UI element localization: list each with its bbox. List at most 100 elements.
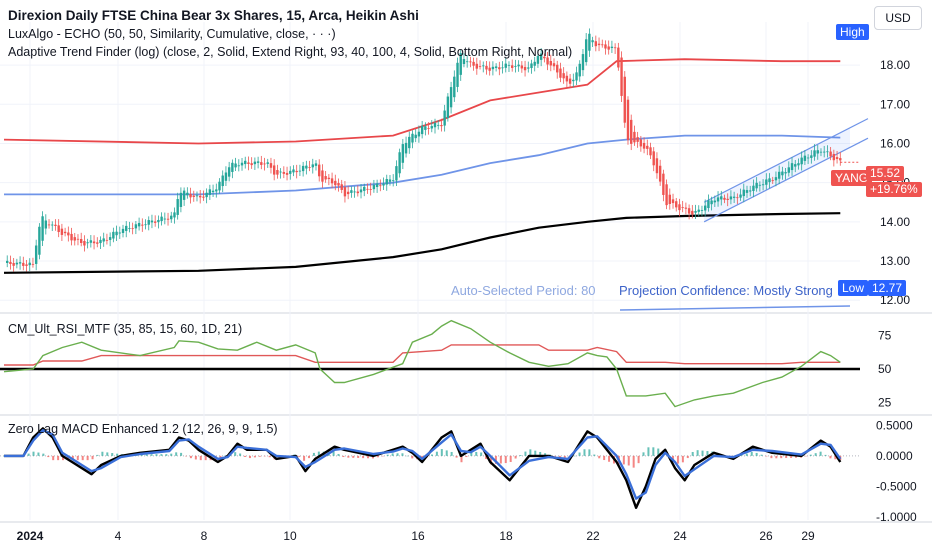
candle-body — [38, 226, 41, 255]
candle-body — [588, 33, 591, 51]
macd-histogram-bar — [524, 451, 527, 456]
macd-histogram-bar — [509, 455, 512, 462]
candle-body — [633, 131, 636, 143]
candle-body — [620, 57, 623, 96]
candle-body — [398, 152, 401, 174]
macd-histogram-bar — [647, 447, 650, 456]
candle-body — [195, 195, 199, 197]
candle-body — [73, 237, 76, 241]
candle-body — [337, 183, 340, 186]
candle-body — [556, 64, 559, 73]
candle-body — [385, 179, 388, 185]
candle-body — [176, 199, 179, 215]
macd-histogram-bar — [755, 452, 758, 456]
candle-body — [205, 192, 208, 198]
macd-histogram-bar — [111, 453, 114, 456]
candle-body — [723, 197, 726, 200]
candle-body — [604, 44, 607, 49]
candle-body — [186, 192, 189, 196]
macd-line — [4, 427, 842, 509]
macd-histogram-bar — [780, 455, 783, 459]
candle-body — [163, 218, 167, 220]
rsi-tick-label: 25 — [878, 396, 892, 410]
candle-body — [76, 238, 80, 240]
macd-histogram-bar — [180, 452, 183, 456]
candle-body — [350, 190, 353, 193]
candle-body — [732, 196, 736, 198]
macd-histogram-bar — [86, 455, 89, 461]
macd-histogram-bar — [268, 455, 271, 458]
candle-body — [189, 193, 192, 198]
candle-body — [311, 164, 314, 168]
candle-body — [639, 139, 643, 147]
candle-body — [488, 67, 491, 71]
candle-body — [681, 207, 684, 209]
candle-body — [739, 194, 742, 198]
macd-histogram-bar — [553, 455, 556, 457]
macd-histogram-bar — [603, 455, 606, 461]
candle-body — [208, 189, 212, 195]
candle-body — [501, 67, 504, 69]
macd-histogram-bar — [465, 455, 468, 458]
macd-histogram-bar — [598, 455, 601, 459]
candle-body — [192, 195, 195, 197]
candle-body — [395, 166, 398, 181]
macd-histogram-bar — [455, 455, 458, 458]
candle-body — [822, 151, 826, 153]
candle-body — [105, 239, 109, 241]
macd-histogram-bar — [106, 452, 109, 456]
macd-histogram-bar — [583, 449, 586, 456]
candle-body — [427, 128, 430, 129]
macd-histogram-bar — [519, 455, 522, 456]
macd-histogram-bar — [386, 454, 389, 456]
candle-body — [784, 172, 787, 174]
projection-line — [619, 305, 851, 311]
candle-body — [401, 144, 405, 163]
candle-body — [89, 240, 93, 243]
macd-histogram-bar — [160, 454, 163, 456]
candle-body — [694, 211, 697, 213]
macd-tick-label: 0.0000 — [876, 449, 913, 463]
candle-body — [642, 142, 646, 149]
macd-histogram-bar — [622, 455, 625, 465]
macd-histogram-bar — [775, 455, 778, 459]
candle-body — [266, 162, 269, 164]
candle-body — [31, 263, 35, 265]
rsi-pane-label[interactable]: CM_Ult_RSI_MTF (35, 85, 15, 60, 1D, 21) — [8, 322, 243, 336]
macd-histogram-bar — [642, 452, 645, 456]
candle-body — [44, 220, 48, 229]
candle-body — [469, 61, 472, 63]
macd-pane-label[interactable]: Zero Lag MACD Enhanced 1.2 (12, 26, 9, 9… — [8, 422, 278, 436]
candle-body — [655, 158, 659, 174]
macd-histogram-bar — [475, 451, 478, 456]
trend-finder-label[interactable]: Adaptive Trend Finder (log) (close, 2, S… — [8, 45, 573, 59]
echo-indicator-label[interactable]: LuxAlgo - ECHO (50, 50, Similarity, Cumu… — [8, 27, 336, 41]
macd-histogram-bar — [534, 450, 537, 456]
macd-histogram-bar — [785, 455, 788, 459]
candle-body — [710, 200, 713, 205]
macd-histogram-bar — [770, 455, 773, 459]
candle-body — [810, 155, 813, 158]
currency-button[interactable]: USD — [874, 6, 922, 30]
candle-body — [440, 124, 443, 127]
macd-histogram-bar — [657, 448, 660, 456]
macd-histogram-bar — [96, 454, 99, 456]
candle-body — [112, 231, 115, 239]
candle-body — [813, 150, 816, 157]
candle-body — [314, 163, 318, 166]
macd-histogram-bar — [194, 455, 197, 460]
candle-body — [675, 201, 678, 208]
candle-body — [658, 165, 662, 182]
macd-histogram-bar — [150, 454, 153, 456]
candle-body — [527, 67, 530, 69]
candle-body — [491, 66, 495, 70]
candle-body — [835, 157, 839, 160]
candle-body — [565, 75, 569, 82]
candle-body — [227, 167, 231, 177]
macd-histogram-bar — [460, 455, 463, 463]
candle-body — [729, 196, 733, 200]
candle-body — [244, 160, 247, 165]
candle-body — [305, 165, 308, 169]
macd-histogram-bar — [155, 454, 158, 456]
